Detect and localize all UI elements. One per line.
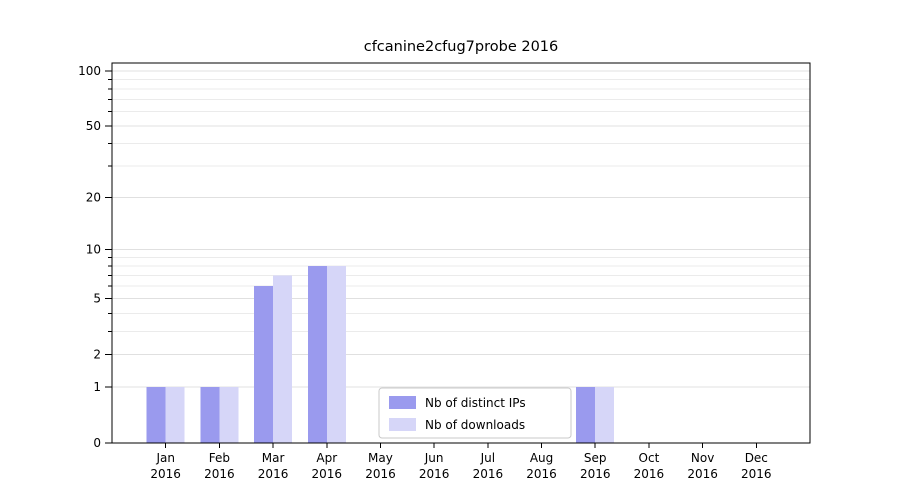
bar-nb-of-distinct-ips-apr xyxy=(307,265,327,443)
x-tick-label-year: 2016 xyxy=(580,467,611,481)
bars-layer xyxy=(146,265,615,443)
legend-swatch-distinct-ips xyxy=(389,396,416,409)
x-tick-label-month: Jun xyxy=(424,451,444,465)
x-tick-label-year: 2016 xyxy=(473,467,504,481)
bar-nb-of-distinct-ips-feb xyxy=(200,387,220,443)
x-tick-label-month: Nov xyxy=(691,451,714,465)
plot-border xyxy=(111,62,811,444)
axes-layer: 0 1 2 5 10 20 50 100 Jan 2016 Feb 2016 Mar 2016 Apr 201… xyxy=(78,64,771,481)
y-tick-label: 50 xyxy=(86,119,101,133)
x-tick-label-month: May xyxy=(368,451,393,465)
x-tick-label-year: 2016 xyxy=(741,467,772,481)
bar-nb-of-downloads-apr xyxy=(326,265,346,443)
x-tick-label-month: Sep xyxy=(584,451,607,465)
x-tick-label-month: Feb xyxy=(209,451,230,465)
x-tick-label-month: Jul xyxy=(480,451,495,465)
y-tick-label: 5 xyxy=(93,292,101,306)
x-tick-label-month: Apr xyxy=(316,451,337,465)
legend-label-downloads: Nb of downloads xyxy=(425,418,525,432)
y-tick-label: 100 xyxy=(78,64,101,78)
legend-swatch-downloads xyxy=(389,418,416,431)
x-tick-label-year: 2016 xyxy=(365,467,396,481)
x-tick-label-year: 2016 xyxy=(204,467,235,481)
x-tick-label-month: Jan xyxy=(155,451,175,465)
x-tick-label-year: 2016 xyxy=(311,467,342,481)
y-tick-label: 1 xyxy=(93,380,101,394)
y-tick-label: 20 xyxy=(86,191,101,205)
bar-nb-of-downloads-mar xyxy=(273,275,293,443)
bar-nb-of-distinct-ips-mar xyxy=(254,286,274,443)
gridlines-layer xyxy=(112,70,810,388)
x-tick-label-month: Aug xyxy=(530,451,553,465)
x-tick-label-year: 2016 xyxy=(526,467,557,481)
y-tick-label: 0 xyxy=(93,436,101,450)
chart-title: cfcanine2cfug7probe 2016 xyxy=(364,39,559,55)
x-tick-label-month: Oct xyxy=(639,451,660,465)
x-tick-label-year: 2016 xyxy=(687,467,718,481)
bar-nb-of-downloads-feb xyxy=(219,387,239,443)
legend-label-distinct-ips: Nb of distinct IPs xyxy=(425,396,526,410)
bar-nb-of-downloads-sep xyxy=(595,387,615,443)
bar-nb-of-downloads-jan xyxy=(165,387,185,443)
bar-nb-of-distinct-ips-sep xyxy=(576,387,596,443)
x-tick-label-year: 2016 xyxy=(419,467,450,481)
x-tick-label-month: Mar xyxy=(262,451,285,465)
bar-nb-of-distinct-ips-jan xyxy=(146,387,166,443)
y-tick-label: 2 xyxy=(93,347,101,361)
legend-box xyxy=(378,387,572,439)
x-tick-label-year: 2016 xyxy=(150,467,181,481)
x-tick-label-year: 2016 xyxy=(634,467,665,481)
x-tick-label-month: Dec xyxy=(745,451,768,465)
x-tick-label-year: 2016 xyxy=(258,467,289,481)
legend: Nb of distinct IPs Nb of downloads xyxy=(378,387,572,439)
y-tick-label: 10 xyxy=(86,243,101,257)
